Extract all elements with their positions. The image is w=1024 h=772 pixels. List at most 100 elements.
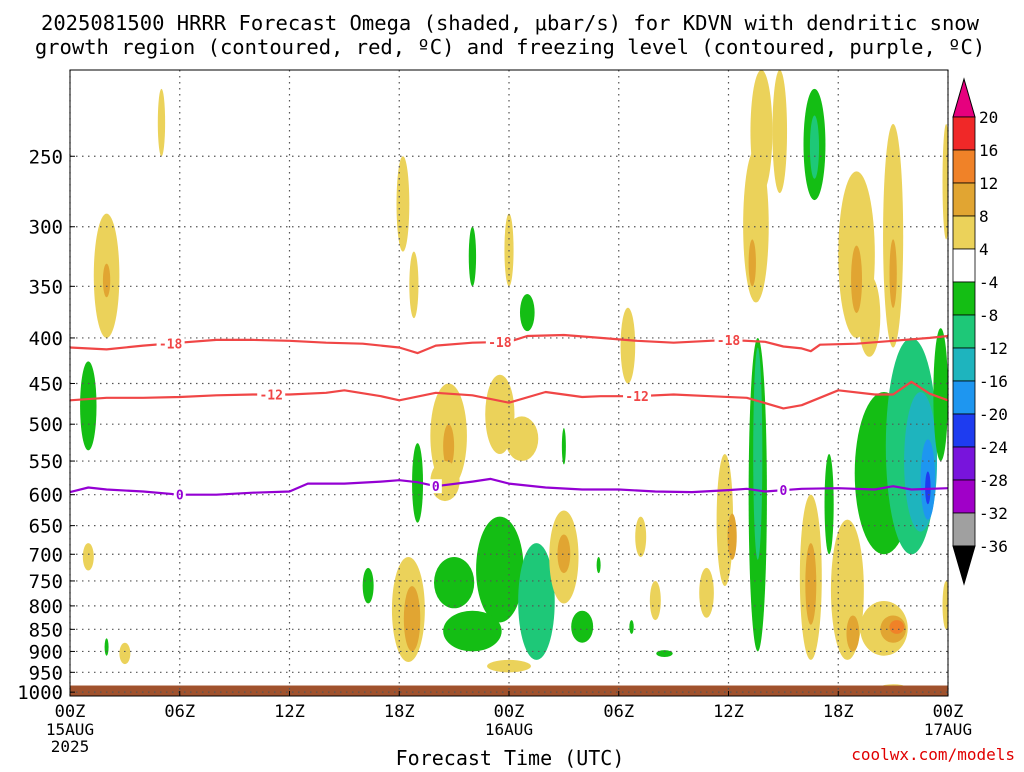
isotherm-label-bg	[485, 335, 514, 350]
colorbar-label: -8	[979, 306, 998, 325]
omega-cell	[434, 557, 475, 609]
colorbar-label: 8	[979, 207, 989, 226]
colorbar-swatch	[952, 248, 976, 283]
omega-cell	[699, 567, 714, 618]
colorbar-swatch	[952, 380, 976, 415]
colorbar-label: 4	[979, 240, 989, 259]
colorbar-swatch	[952, 512, 976, 547]
y-tick-label: 650	[29, 516, 63, 538]
y-tick-label: 600	[29, 485, 63, 507]
isotherm-label-bg	[257, 387, 286, 402]
y-tick-label: 250	[29, 146, 63, 168]
omega-cell	[157, 88, 166, 157]
x-tick-sublabel: 2025	[51, 737, 90, 756]
chart-title-line2: growth region (contoured, red, ºC) and f…	[35, 35, 985, 59]
colorbar-label: 16	[979, 141, 998, 160]
omega-cell	[403, 586, 421, 652]
omega-cell	[805, 543, 817, 625]
omega-cell	[468, 226, 477, 287]
omega-shading	[80, 70, 948, 689]
x-tick-label: 18Z	[823, 702, 854, 722]
x-tick-sublabel: 17AUG	[924, 720, 972, 739]
isotherm-label: -18	[159, 337, 183, 352]
y-tick-label: 450	[29, 373, 63, 395]
isotherm-label: -18	[717, 334, 741, 349]
omega-cell	[102, 263, 111, 298]
colorbar-label: -20	[979, 405, 1008, 424]
omega-cell	[519, 293, 535, 332]
y-tick-label: 500	[29, 414, 63, 436]
isotherm-line	[70, 477, 948, 496]
omega-cell	[883, 124, 904, 348]
omega-cell	[104, 638, 109, 656]
omega-cell	[750, 70, 773, 194]
colorbar-swatch	[952, 149, 976, 184]
omega-cell	[851, 245, 863, 313]
colorbar-swatch	[952, 479, 976, 514]
omega-cell	[476, 516, 524, 623]
omega-cell	[889, 620, 905, 634]
omega-cell	[942, 124, 948, 240]
y-tick-label: 300	[29, 217, 63, 239]
omega-cell	[753, 347, 763, 560]
omega-cell	[772, 70, 788, 194]
isotherm-label: 0	[176, 489, 184, 504]
omega-cell	[809, 115, 820, 179]
omega-cell	[362, 567, 374, 604]
omega-cell	[443, 610, 502, 652]
omega-cell	[620, 307, 636, 384]
isotherm-label-bg	[714, 332, 743, 347]
omega-cell	[727, 513, 737, 560]
colorbar-label: -28	[979, 471, 1008, 490]
omega-cell	[571, 610, 594, 643]
omega-cell	[409, 251, 419, 319]
omega-cell	[748, 239, 756, 287]
omega-cell	[487, 659, 531, 673]
omega-cell	[942, 580, 948, 630]
omega-cell	[443, 424, 455, 469]
x-tick-label: 00Z	[494, 702, 525, 722]
isotherm-label: 0	[779, 484, 787, 499]
colorbar-swatch	[952, 182, 976, 217]
y-tick-label: 750	[29, 571, 63, 593]
omega-cell	[80, 361, 97, 451]
omega-cell	[635, 516, 647, 558]
omega-cell	[649, 580, 661, 621]
omega-cell	[527, 583, 546, 632]
isotherm-line	[70, 333, 948, 355]
colorbar-swatch	[952, 116, 976, 151]
omega-cell	[82, 543, 94, 571]
colorbar-swatch	[952, 446, 976, 481]
colorbar-swatch	[952, 347, 976, 382]
omega-cell	[824, 453, 834, 555]
x-tick-label: 06Z	[164, 702, 195, 722]
isotherm-label-bg	[623, 389, 652, 404]
x-tick-label: 18Z	[384, 702, 415, 722]
omega-cell	[504, 213, 514, 287]
omega-cell	[119, 642, 131, 665]
y-tick-label: 350	[29, 276, 63, 298]
x-tick-label: 00Z	[933, 702, 964, 722]
x-tick-sublabel: 16AUG	[485, 720, 533, 739]
colorbar-label: 20	[979, 108, 998, 127]
isotherm-line	[70, 380, 948, 410]
y-tick-label: 850	[29, 619, 63, 641]
isotherm-label-bg	[156, 336, 185, 351]
isotherm-label: 0	[432, 480, 440, 495]
colorbar-swatch	[952, 413, 976, 448]
isotherm-label: -18	[488, 336, 512, 351]
terrain-band	[70, 685, 948, 696]
y-tick-label: 700	[29, 544, 63, 566]
colorbar: 20 16 12 8 4 -4 -8 -12 -16 -20 -24 -28 -32 -36	[952, 77, 1008, 586]
colorbar-bottom-arrow	[952, 545, 976, 586]
y-tick-label: 1000	[17, 682, 63, 704]
x-tick-sublabel: 15AUG	[46, 720, 94, 739]
y-tick-label: 950	[29, 662, 63, 684]
omega-cell	[858, 275, 881, 357]
colorbar-swatch	[952, 281, 976, 316]
colorbar-label: -16	[979, 372, 1008, 391]
colorbar-label: -24	[979, 438, 1008, 457]
